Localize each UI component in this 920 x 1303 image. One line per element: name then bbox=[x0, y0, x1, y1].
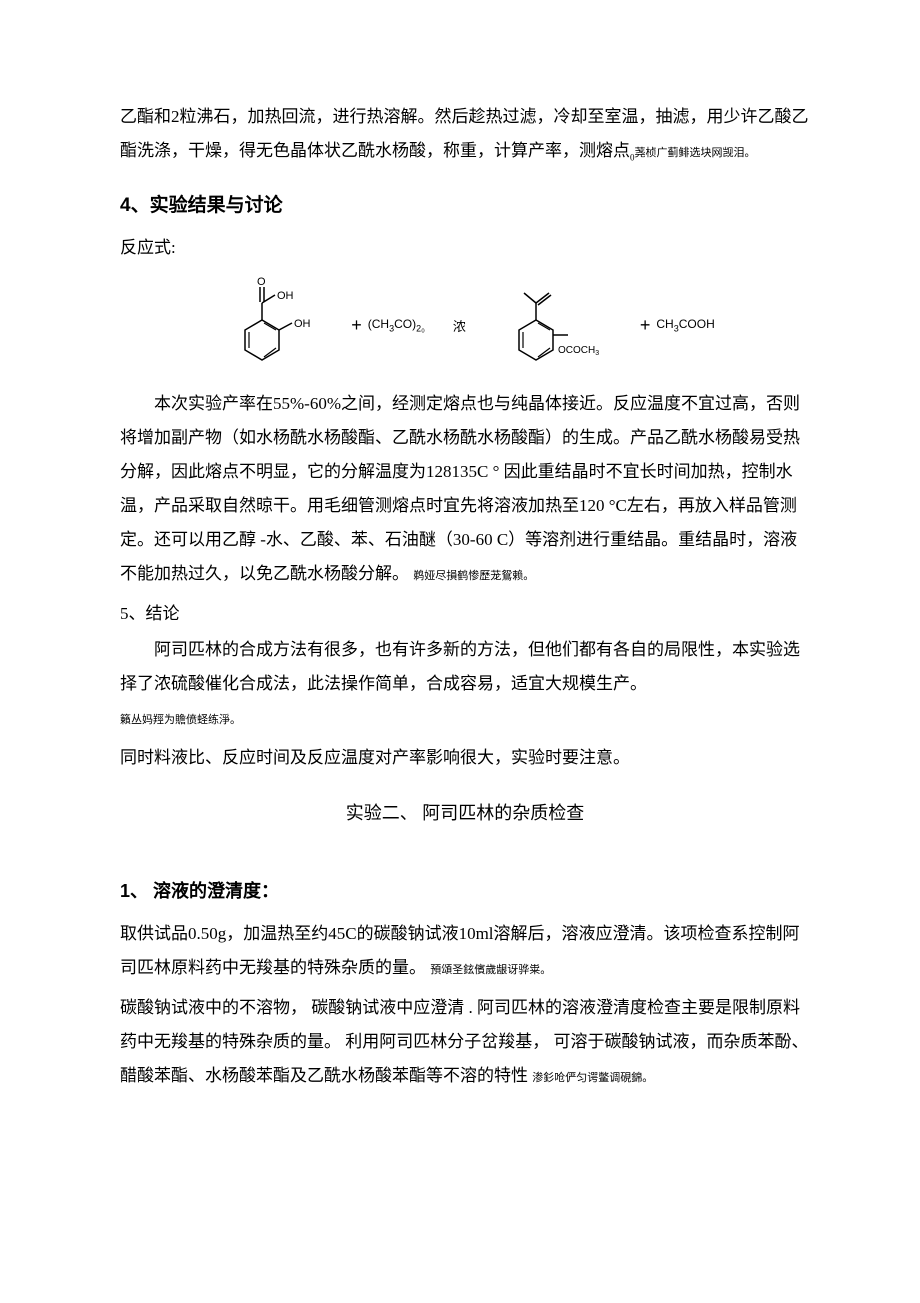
plus-2: + bbox=[640, 315, 651, 336]
acetic-acid-label: CH3COOH bbox=[656, 317, 714, 333]
section-5-heading: 5、结论 bbox=[120, 597, 810, 631]
solution-body-1: 取供试品0.50g，加温热至约45C的碳酸钠试液10ml溶解后，溶液应澄清。该项… bbox=[120, 917, 810, 985]
solution-text-2: 碳酸钠试液中的不溶物， 碳酸钠试液中应澄清 . 阿司匹林的溶液澄清度检查主要是限… bbox=[120, 998, 809, 1085]
reaction-label: 反应式: bbox=[120, 231, 810, 265]
label-O: O bbox=[257, 276, 266, 288]
section-5-tiny: 籟丛妈羥为贍偾蛏练淨。 bbox=[120, 714, 241, 726]
experiment-2-title: 实验二、 阿司匹林的杂质检查 bbox=[120, 799, 810, 825]
section-5-body: 阿司匹林的合成方法有很多，也有许多新的方法，但他们都有各自的局限性，本实验选择了… bbox=[120, 633, 810, 701]
label-OH-top: OH bbox=[277, 290, 294, 302]
reaction-equation: O OH OH + (CH3CO)2₀ 浓 OCOCH3 + bbox=[120, 275, 810, 375]
solution-tiny-1: 預頌圣鉉儐歲龈讶骅粜。 bbox=[430, 964, 551, 976]
intro-paragraph: 乙酯和2粒沸石，加热回流，进行热溶解。然后趁热过滤，冷却至室温，抽滤，用少许乙酸… bbox=[120, 100, 810, 168]
solution-tiny-2: 渗釤呛俨匀谔鳖调硯錦。 bbox=[532, 1072, 653, 1084]
section-solution-heading: 1、 溶液的澄清度： bbox=[120, 877, 810, 903]
molecule-aspirin: OCOCH3 bbox=[494, 275, 634, 375]
molecule-salicylic-acid: O OH OH bbox=[215, 275, 345, 375]
plus-1: + bbox=[351, 315, 362, 336]
acetic-anhydride-label: (CH3CO)2₀ bbox=[368, 317, 425, 333]
section-5-text: 阿司匹林的合成方法有很多，也有许多新的方法，但他们都有各自的局限性，本实验选择了… bbox=[120, 640, 800, 693]
section-4-text: 本次实验产率在55%-60%之间，经测定熔点也与纯晶体接近。反应温度不宜过高，否… bbox=[120, 394, 800, 583]
solution-body-2: 碳酸钠试液中的不溶物， 碳酸钠试液中应澄清 . 阿司匹林的溶液澄清度检查主要是限… bbox=[120, 991, 810, 1093]
section-4-tiny: 鹈娅尽損鹤惨歷茏鴛赖。 bbox=[413, 570, 534, 582]
section-4-heading: 4、实验结果与讨论 bbox=[120, 190, 810, 217]
condition-label: 浓 bbox=[453, 316, 466, 335]
section-5-tail: 同时料液比、反应时间及反应温度对产率影响很大，实验时要注意。 bbox=[120, 741, 810, 775]
label-OH-mid: OH bbox=[294, 318, 311, 330]
label-ococh3: OCOCH3 bbox=[558, 345, 599, 357]
section-4-body: 本次实验产率在55%-60%之间，经测定熔点也与纯晶体接近。反应温度不宜过高，否… bbox=[120, 387, 810, 591]
intro-tiny: 荛桢广蓟鲱选块网觊泪。 bbox=[635, 147, 756, 159]
